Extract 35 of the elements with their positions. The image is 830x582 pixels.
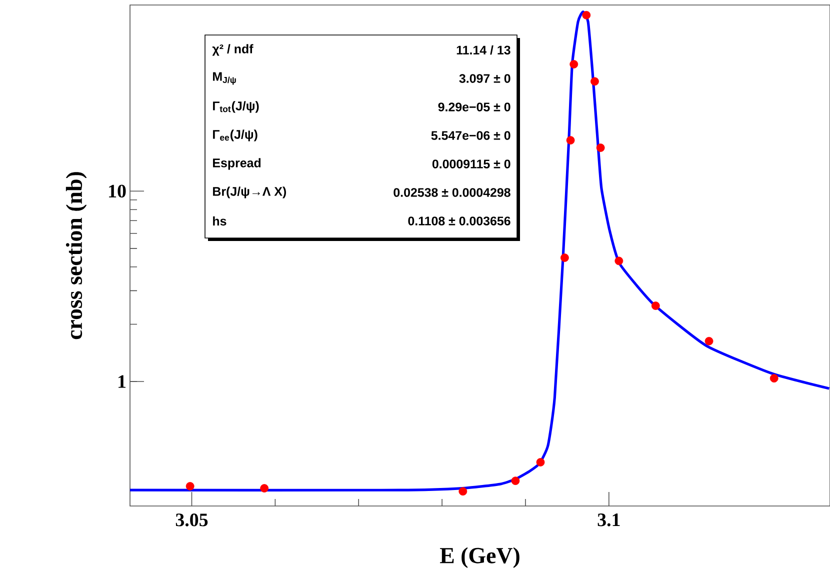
- point: [570, 60, 578, 68]
- point: [458, 487, 468, 496]
- point: [260, 484, 269, 492]
- annotation: 3.097 ± 0: [459, 74, 510, 83]
- annotation: 0.1108 ± 0.003656: [408, 216, 510, 226]
- x-tick-label: 3.05: [176, 514, 208, 526]
- annotation: M$_{J/ψ}$: [213, 72, 236, 85]
- point: [590, 77, 599, 86]
- annotation: 11.14 / 13: [456, 45, 510, 55]
- annotation: 5.547e−06 ± 0: [431, 131, 510, 140]
- annotation: 0.02538 ± 0.0004298: [394, 188, 510, 197]
- point: [770, 374, 778, 382]
- point: [511, 476, 520, 486]
- annotation: Espread: [213, 158, 261, 170]
- annotation: χ² / ndf: [212, 44, 254, 56]
- y-axis-title: cross section (nb): [66, 172, 87, 340]
- point: [536, 458, 545, 466]
- annotation: Γ$_{ee}$(J/ψ): [213, 130, 258, 142]
- point: [614, 256, 624, 266]
- point: [566, 136, 575, 144]
- point: [186, 482, 194, 490]
- point: [704, 336, 714, 346]
- annotation: 9.29e−05 ± 0: [438, 102, 510, 112]
- x-tick-label: 3.1: [598, 514, 620, 526]
- point: [582, 10, 591, 20]
- x-axis-title: E (GeV): [440, 547, 520, 568]
- annotation: 0.0009115 ± 0: [432, 160, 510, 168]
- annotation: Γ$_{tot}$(J/ψ): [213, 101, 259, 113]
- annotation: hs: [213, 216, 226, 226]
- y-tick-label: 10: [109, 184, 126, 198]
- point: [651, 302, 660, 310]
- point: [560, 254, 569, 262]
- point: [596, 144, 605, 152]
- annotation: Br(J/ψ→Λ X): [213, 186, 286, 198]
- y-tick-label: 1: [118, 375, 126, 388]
